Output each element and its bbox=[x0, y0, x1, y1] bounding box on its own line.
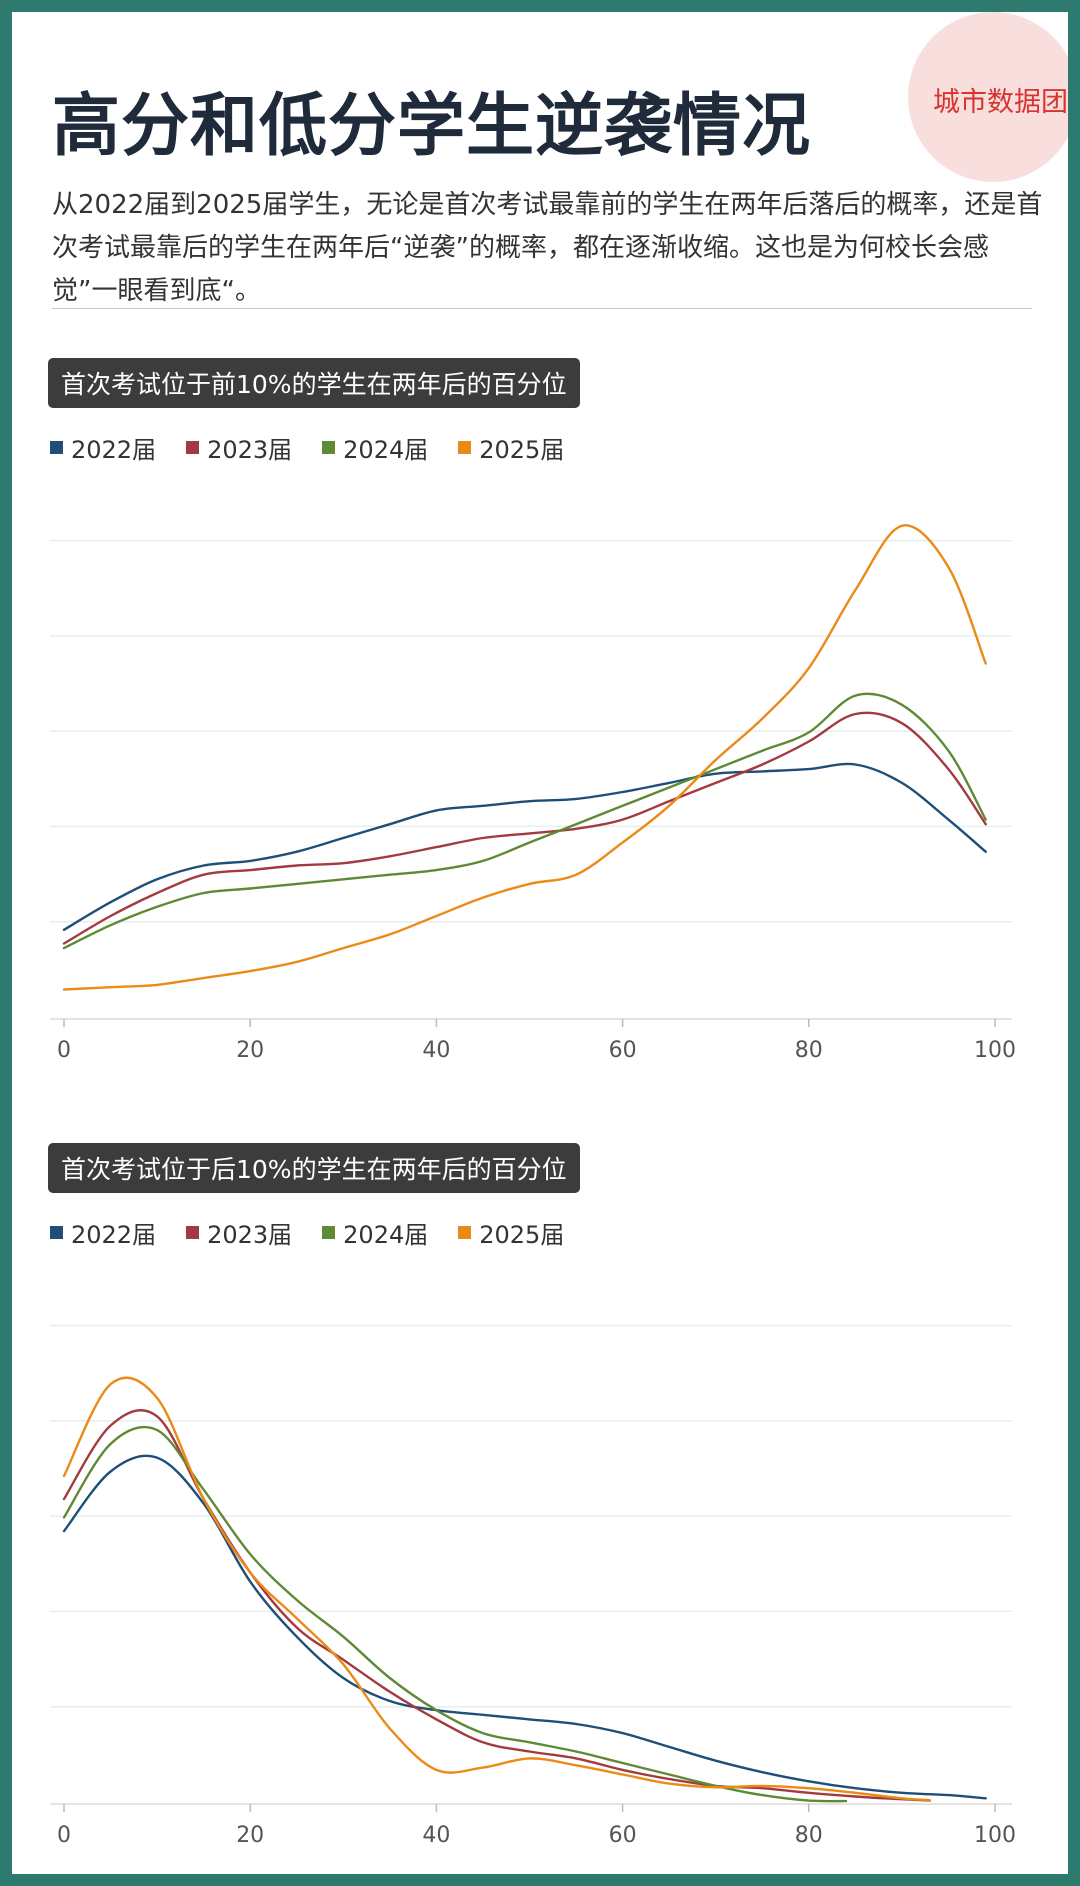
series-line-2022届 bbox=[62, 762, 987, 931]
x-tick-label: 100 bbox=[974, 1038, 1016, 1063]
series-line-2025届 bbox=[62, 524, 987, 991]
legend-item: 2025届 bbox=[458, 430, 564, 465]
page-description: 从2022届到2025届学生，无论是首次考试最靠前的学生在两年后落后的概率，还是… bbox=[52, 190, 1043, 306]
x-tick-label: 40 bbox=[422, 1823, 450, 1848]
legend-label: 2023届 bbox=[207, 436, 293, 464]
legend-swatch bbox=[50, 1226, 63, 1239]
legend-item: 2025届 bbox=[458, 1215, 564, 1250]
legend-label: 2024届 bbox=[343, 436, 429, 464]
legend-label: 2025届 bbox=[479, 1221, 565, 1249]
x-tick-label: 0 bbox=[57, 1823, 71, 1848]
legend-item: 2023届 bbox=[186, 1215, 292, 1250]
chart1-title: 首次考试位于前10%的学生在两年后的百分位 bbox=[48, 358, 580, 408]
chart2-legend: 2022届 2023届 2024届 2025届 bbox=[50, 1215, 564, 1250]
legend-item: 2022届 bbox=[50, 430, 156, 465]
x-tick-label: 40 bbox=[422, 1038, 450, 1063]
series-line-2023届 bbox=[62, 711, 987, 945]
series-line-2024届 bbox=[62, 1425, 848, 1803]
legend-swatch bbox=[322, 441, 336, 454]
series-line-2023届 bbox=[62, 1409, 931, 1802]
x-tick-label: 60 bbox=[609, 1823, 637, 1848]
legend-swatch bbox=[458, 1226, 472, 1239]
page-title: 高分和低分学生逆袭情况 bbox=[52, 87, 812, 166]
watermark-logo bbox=[908, 12, 1068, 182]
legend-label: 2023届 bbox=[207, 1221, 293, 1249]
series-line-2024届 bbox=[62, 692, 987, 950]
legend-label: 2022届 bbox=[71, 436, 157, 464]
chart2-title: 首次考试位于后10%的学生在两年后的百分位 bbox=[48, 1143, 580, 1193]
legend-label: 2025届 bbox=[479, 436, 565, 464]
series-line-2022届 bbox=[62, 1454, 987, 1800]
chart2-plot: 0 20 40 60 80 100 bbox=[50, 1324, 1016, 1848]
infographic-card: 城市数据团 高分和低分学生逆袭情况 从2022届到2025届学生，无论是首次考试… bbox=[12, 12, 1068, 1874]
series-line-2025届 bbox=[62, 1376, 931, 1802]
legend-swatch bbox=[458, 441, 472, 454]
x-tick-label: 0 bbox=[57, 1038, 71, 1063]
legend-swatch bbox=[50, 441, 63, 454]
watermark: 城市数据团 bbox=[908, 12, 1068, 202]
x-tick-label: 20 bbox=[236, 1038, 264, 1063]
legend-item: 2024届 bbox=[322, 430, 428, 465]
watermark-text: 城市数据团 bbox=[933, 87, 1068, 118]
x-tick-label: 20 bbox=[236, 1823, 264, 1848]
legend-swatch bbox=[186, 441, 200, 454]
legend-item: 2022届 bbox=[50, 1215, 156, 1250]
chart1-plot: 0 20 40 60 80 100 bbox=[50, 524, 1016, 1063]
legend-item: 2024届 bbox=[322, 1215, 428, 1250]
x-tick-label: 60 bbox=[609, 1038, 637, 1063]
legend-label: 2024届 bbox=[343, 1221, 429, 1249]
legend-label: 2022届 bbox=[71, 1221, 157, 1249]
divider bbox=[52, 308, 1032, 309]
x-tick-label: 100 bbox=[974, 1823, 1016, 1848]
x-tick-label: 80 bbox=[795, 1038, 823, 1063]
x-tick-label: 80 bbox=[795, 1823, 823, 1848]
legend-swatch bbox=[322, 1226, 336, 1239]
chart1-legend: 2022届 2023届 2024届 2025届 bbox=[50, 430, 564, 465]
legend-item: 2023届 bbox=[186, 430, 292, 465]
legend-swatch bbox=[186, 1226, 200, 1239]
